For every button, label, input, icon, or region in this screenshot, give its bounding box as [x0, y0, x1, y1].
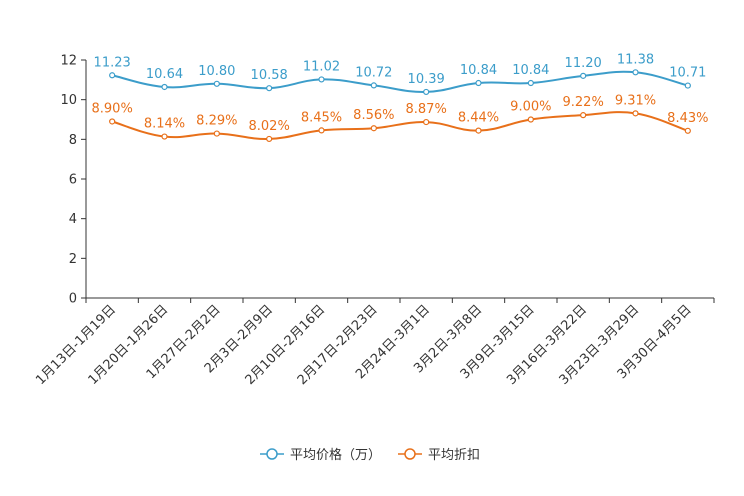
- data-point-1[interactable]: [266, 135, 273, 143]
- legend-marker-discount: [404, 448, 416, 460]
- data-label-0: 11.20: [565, 56, 602, 71]
- series-layer: [109, 69, 691, 143]
- data-point-0[interactable]: [527, 79, 534, 87]
- data-point-0[interactable]: [266, 85, 273, 92]
- y-tick-label: 6: [69, 173, 77, 188]
- data-label-0: 10.72: [355, 65, 392, 80]
- data-label-0: 10.71: [669, 66, 706, 81]
- data-point-0[interactable]: [318, 76, 325, 83]
- data-point-0[interactable]: [632, 69, 639, 76]
- data-label-0: 10.39: [408, 72, 445, 87]
- data-label-1: 8.02%: [249, 119, 290, 134]
- data-point-1[interactable]: [161, 133, 168, 140]
- series-line-0: [111, 70, 689, 93]
- data-point-0[interactable]: [423, 88, 430, 96]
- data-point-1[interactable]: [527, 116, 534, 123]
- data-point-0[interactable]: [684, 82, 691, 89]
- data-label-0: 10.80: [198, 64, 235, 79]
- data-point-1[interactable]: [213, 130, 220, 137]
- y-tick-label: 10: [60, 93, 77, 108]
- data-point-1[interactable]: [580, 112, 587, 119]
- data-label-1: 8.87%: [406, 102, 447, 117]
- legend-label-price: 平均价格（万）: [290, 447, 381, 463]
- legend-item-price[interactable]: 平均价格（万）: [260, 447, 381, 463]
- data-point-1[interactable]: [318, 127, 325, 134]
- y-tick-label: 2: [69, 252, 77, 267]
- data-point-1[interactable]: [423, 118, 430, 126]
- data-label-1: 8.45%: [301, 110, 342, 125]
- legend-label-discount: 平均折扣: [428, 448, 480, 463]
- data-label-0: 11.23: [94, 55, 131, 70]
- data-label-1: 8.44%: [458, 111, 499, 126]
- data-label-1: 9.22%: [563, 95, 604, 110]
- data-label-0: 10.58: [251, 68, 288, 83]
- data-point-1[interactable]: [109, 118, 116, 125]
- data-label-1: 8.90%: [92, 101, 133, 116]
- data-point-0[interactable]: [580, 72, 587, 79]
- data-point-0[interactable]: [370, 82, 377, 89]
- data-point-1[interactable]: [684, 127, 691, 134]
- y-tick-label: 8: [69, 133, 77, 148]
- legend-item-discount[interactable]: 平均折扣: [398, 448, 480, 463]
- data-label-0: 10.84: [460, 63, 497, 78]
- data-point-0[interactable]: [161, 83, 168, 91]
- data-point-0[interactable]: [475, 79, 482, 87]
- data-label-1: 9.00%: [510, 100, 551, 115]
- y-axis: 0 2 4 6 8 10 12: [60, 54, 87, 307]
- data-label-0: 10.64: [146, 67, 183, 82]
- data-labels: 11.23 10.64 10.80 10.58 11.02 10.72 10.39 10.84…: [92, 52, 709, 134]
- data-label-1: 8.56%: [353, 108, 394, 123]
- legend: 平均价格（万） 平均折扣: [260, 447, 480, 463]
- data-label-1: 8.29%: [196, 114, 237, 129]
- y-tick-label: 12: [60, 54, 77, 69]
- data-point-0[interactable]: [213, 80, 220, 87]
- x-axis: 1月13日-1月19日1月20日-1月26日1月27日-2月2日2月3日-2月9…: [33, 297, 715, 388]
- series-line-1: [111, 111, 689, 140]
- data-point-1[interactable]: [475, 127, 482, 134]
- data-label-1: 8.14%: [144, 117, 185, 132]
- legend-marker-price: [266, 448, 278, 460]
- data-label-0: 10.84: [512, 63, 549, 78]
- y-tick-label: 4: [69, 212, 77, 227]
- data-point-0[interactable]: [109, 72, 116, 79]
- y-tick-label: 0: [69, 292, 77, 307]
- data-point-1[interactable]: [632, 110, 639, 117]
- data-label-1: 9.31%: [615, 93, 656, 108]
- data-label-0: 11.38: [617, 52, 654, 67]
- data-point-1[interactable]: [370, 125, 377, 132]
- data-label-1: 8.43%: [667, 111, 708, 126]
- data-label-0: 11.02: [303, 59, 340, 74]
